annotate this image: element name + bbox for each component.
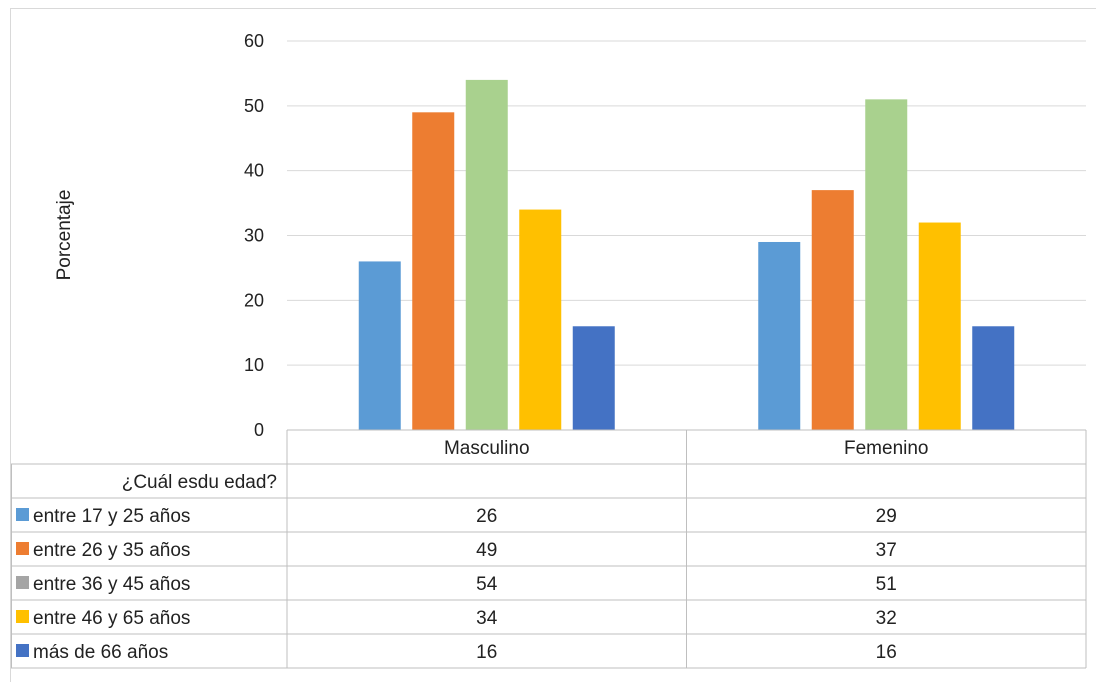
- y-tick-label: 60: [244, 31, 264, 51]
- y-tick-label: 0: [254, 420, 264, 440]
- legend-swatch: [16, 610, 29, 623]
- legend-swatch: [16, 644, 29, 657]
- legend-entry: más de 66 años: [33, 642, 168, 663]
- data-label: 26: [476, 506, 497, 527]
- data-label: 34: [476, 608, 498, 629]
- y-tick-label: 30: [244, 226, 264, 246]
- legend-swatch: [16, 508, 29, 521]
- y-tick-label: 50: [244, 96, 264, 116]
- y-tick-label: 40: [244, 161, 264, 181]
- legend-swatch: [16, 576, 29, 589]
- data-label: 16: [876, 642, 897, 663]
- bar: [412, 112, 455, 431]
- category-label: Masculino: [444, 438, 530, 459]
- legend-entry: entre 36 y 45 años: [33, 574, 190, 595]
- data-label: 37: [876, 540, 897, 561]
- bar: [811, 190, 854, 430]
- data-label: 51: [876, 574, 897, 595]
- legend-entry: entre 17 y 25 años: [33, 506, 190, 527]
- y-tick-label: 20: [244, 290, 264, 310]
- bar: [358, 261, 401, 430]
- chart-frame: [10, 8, 1096, 682]
- legend-entry: entre 46 y 65 años: [33, 608, 190, 629]
- legend-entry: entre 26 y 35 años: [33, 540, 190, 561]
- bar: [572, 326, 615, 430]
- category-label: Femenino: [844, 438, 929, 459]
- data-label: 32: [876, 608, 897, 629]
- y-axis-label: Porcentaje: [54, 190, 75, 281]
- bar: [865, 99, 908, 430]
- data-label: 54: [476, 574, 498, 595]
- bar: [918, 222, 961, 430]
- y-tick-label: 10: [244, 355, 264, 375]
- table-header: ¿Cuál esdu edad?: [122, 472, 277, 493]
- bar: [758, 241, 801, 430]
- data-label: 16: [476, 642, 497, 663]
- bar: [465, 79, 508, 431]
- data-label: 29: [876, 506, 897, 527]
- bar: [972, 326, 1015, 430]
- legend-swatch: [16, 542, 29, 555]
- bar: [519, 209, 562, 430]
- data-label: 49: [476, 540, 497, 561]
